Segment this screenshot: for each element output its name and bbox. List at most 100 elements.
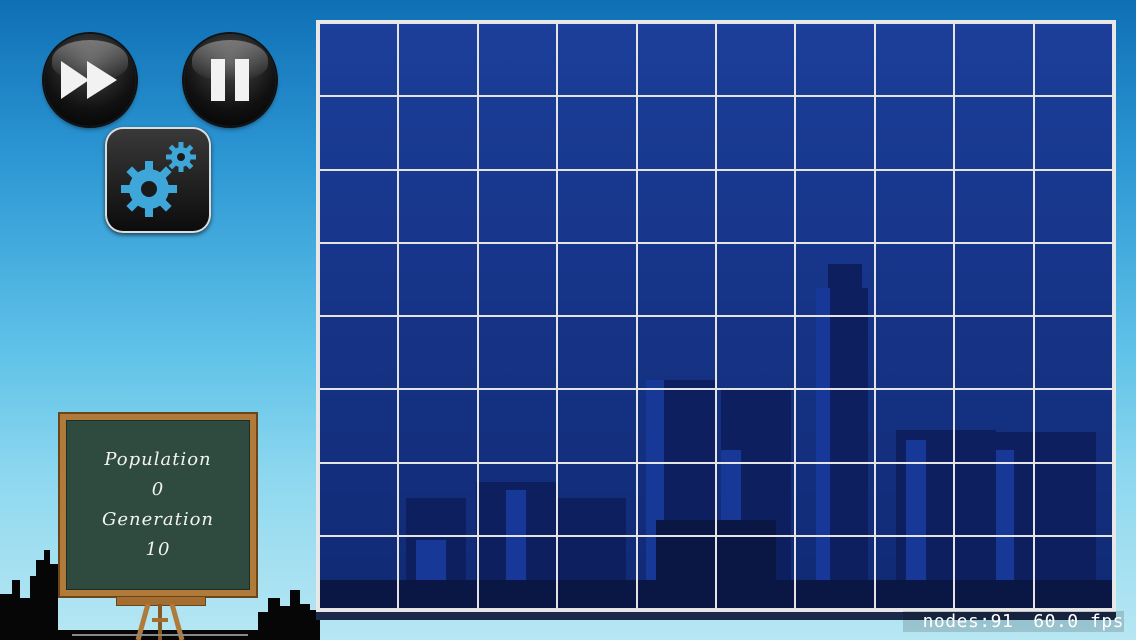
grid-cell[interactable] [398,462,478,536]
grid-cell[interactable] [1033,462,1113,536]
grid-cell[interactable] [716,389,796,463]
grid-cell[interactable] [398,316,478,390]
grid-cell[interactable] [477,535,558,609]
grid-cell[interactable] [716,462,796,536]
grid-cell[interactable] [398,169,478,243]
grid-cell[interactable] [398,535,478,609]
debug-overlay: nodes:91 60.0 fps [902,611,1124,632]
grid-cell[interactable] [716,242,796,316]
grid-cell[interactable] [319,462,399,536]
grid-cell[interactable] [636,535,716,609]
grid-cell[interactable] [954,242,1034,316]
grid-cell[interactable] [477,169,558,243]
grid-cell[interactable] [795,316,875,390]
grid-cell[interactable] [954,23,1034,97]
grid-cell[interactable] [1033,242,1113,316]
grid-cell[interactable] [1033,316,1113,390]
grid-cell[interactable] [874,535,955,609]
grid-cell[interactable] [477,242,558,316]
grid-cell[interactable] [795,242,875,316]
population-value: 0 [151,479,165,500]
fps-counter: 60.0 fps [1033,611,1124,632]
grid-cell[interactable] [477,316,558,390]
grid-cell[interactable] [795,96,875,170]
grid-cell[interactable] [954,169,1034,243]
grid-cell[interactable] [1033,169,1113,243]
grid-cell[interactable] [636,23,716,97]
grid-cell[interactable] [795,389,875,463]
grid-cell[interactable] [319,389,399,463]
grid-cell[interactable] [398,389,478,463]
grid-cell[interactable] [874,23,955,97]
bottom-strip [316,612,1116,620]
settings-button[interactable] [105,127,211,233]
pause-icon [211,59,249,101]
grid-cell[interactable] [319,316,399,390]
grid-cell[interactable] [954,96,1034,170]
grid-cell[interactable] [557,462,637,536]
grid-cell[interactable] [954,389,1034,463]
grid-cell[interactable] [874,169,955,243]
grid-cell[interactable] [874,316,955,390]
grid-cell[interactable] [557,535,637,609]
grid-cell[interactable] [636,96,716,170]
grid-cell[interactable] [874,389,955,463]
city-skyline-background [316,264,1116,612]
generation-value: 10 [145,539,171,560]
grid-cell[interactable] [795,535,875,609]
grid-cell[interactable] [636,462,716,536]
grid-cell[interactable] [557,242,637,316]
grid-cell[interactable] [557,96,637,170]
stats-chalkboard: Population 0 Generation 10 [58,412,258,598]
grid-cell[interactable] [477,23,558,97]
grid-cell[interactable] [557,316,637,390]
grid-cell[interactable] [557,169,637,243]
grid-cell[interactable] [398,242,478,316]
fast-forward-button[interactable] [44,34,136,126]
grid-cell[interactable] [319,169,399,243]
grid-cell[interactable] [795,23,875,97]
grid-cell[interactable] [716,23,796,97]
grid-cell[interactable] [795,169,875,243]
chalkboard-slate: Population 0 Generation 10 [66,420,250,590]
grid-cell[interactable] [557,23,637,97]
grid-cell[interactable] [319,23,399,97]
ground-line [72,634,248,636]
node-count: nodes:91 [922,611,1014,632]
grid-cell[interactable] [874,462,955,536]
pause-button[interactable] [184,34,276,126]
grid-cell[interactable] [795,462,875,536]
grid-cell[interactable] [954,462,1034,536]
grid-cell[interactable] [716,535,796,609]
grid-cell[interactable] [319,242,399,316]
grid-cell[interactable] [319,535,399,609]
grid-cell[interactable] [636,242,716,316]
population-label: Population [104,449,212,470]
life-grid[interactable] [316,20,1116,612]
grid-cell[interactable] [477,389,558,463]
grid-cell[interactable] [1033,23,1113,97]
grid-cell[interactable] [319,96,399,170]
grid-cell[interactable] [636,316,716,390]
grid-cell[interactable] [477,96,558,170]
grid-cell[interactable] [716,169,796,243]
fast-forward-icon [61,61,117,99]
grid-cell[interactable] [1033,389,1113,463]
grid-cell[interactable] [954,535,1034,609]
game-board[interactable] [316,20,1116,612]
grid-cell[interactable] [874,96,955,170]
grid-cell[interactable] [477,462,558,536]
grid-cell[interactable] [954,316,1034,390]
gears-icon [121,142,196,217]
grid-cell[interactable] [398,23,478,97]
grid-cell[interactable] [1033,96,1113,170]
grid-cell[interactable] [398,96,478,170]
grid-cell[interactable] [716,96,796,170]
grid-cell[interactable] [636,169,716,243]
grid-cell[interactable] [874,242,955,316]
grid-cell[interactable] [1033,535,1113,609]
grid-cell[interactable] [716,316,796,390]
grid-cell[interactable] [636,389,716,463]
generation-label: Generation [101,509,215,530]
grid-cell[interactable] [557,389,637,463]
